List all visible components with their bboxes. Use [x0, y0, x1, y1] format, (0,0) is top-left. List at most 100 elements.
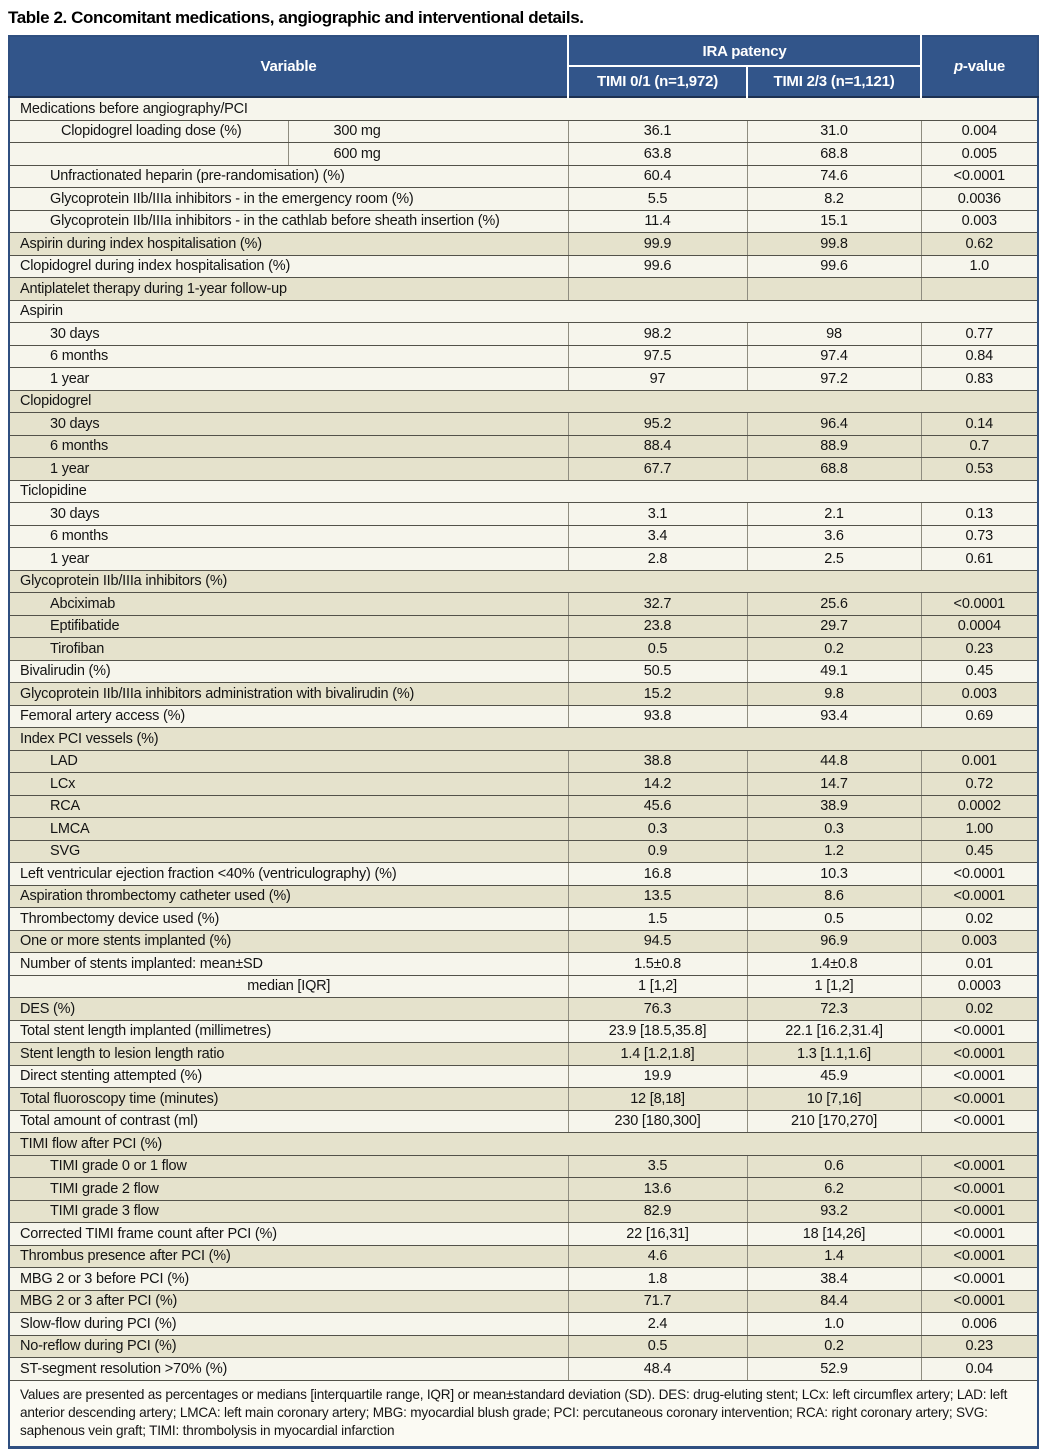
- timi23-value: 25.6: [746, 592, 922, 616]
- table-row: Total stent length implanted (millimetre…: [9, 1020, 1039, 1043]
- timi23-value: 1 [1,2]: [746, 975, 922, 998]
- pvalue-cell: 0.005: [920, 142, 1039, 166]
- row-label: SVG: [9, 840, 569, 863]
- row-label: Direct stenting attempted (%): [9, 1065, 569, 1088]
- table-row: TIMI grade 3 flow 82.9 93.2 <0.0001: [9, 1200, 1039, 1223]
- timi23-value: 84.4: [746, 1290, 922, 1313]
- timi23-value: 8.2: [746, 187, 922, 211]
- timi23-value: 68.8: [746, 142, 922, 166]
- table-row: Eptifibatide 23.8 29.7 0.0004: [9, 615, 1039, 638]
- section-label: Index PCI vessels (%): [9, 727, 1039, 751]
- section-row: Clopidogrel: [9, 390, 1039, 413]
- timi01-value: 1.4 [1.2,1.8]: [567, 1042, 748, 1066]
- timi01-value: 13.6: [567, 1177, 748, 1201]
- timi23-value: 52.9: [746, 1357, 922, 1381]
- section-label: Medications before angiography/PCI: [9, 97, 1039, 121]
- table-row: 6 months 88.4 88.9 0.7: [9, 435, 1039, 458]
- timi23-value: 88.9: [746, 435, 922, 458]
- table-row: 600 mg 63.8 68.8 0.005: [9, 142, 1039, 166]
- pvalue-cell: 0.7: [920, 435, 1039, 458]
- pvalue-cell: <0.0001: [920, 1087, 1039, 1111]
- table-row: MBG 2 or 3 after PCI (%) 71.7 84.4 <0.0001: [9, 1290, 1039, 1313]
- pvalue-cell: <0.0001: [920, 885, 1039, 908]
- table-row: 1 year 2.8 2.5 0.61: [9, 547, 1039, 571]
- table-row: Number of stents implanted: mean±SD 1.5±0…: [9, 952, 1039, 976]
- table-row: LAD 38.8 44.8 0.001: [9, 750, 1039, 773]
- row-label: Antiplatelet therapy during 1-year follo…: [9, 277, 569, 301]
- timi01-value: 230 [180,300]: [567, 1110, 748, 1133]
- pvalue-cell: 0.69: [920, 705, 1039, 728]
- table-row: Left ventricular ejection fraction <40% …: [9, 862, 1039, 886]
- row-label: One or more stents implanted (%): [9, 930, 569, 953]
- table-title: Table 2. Concomitant medications, angiog…: [8, 8, 584, 27]
- timi01-value: 0.9: [567, 840, 748, 863]
- timi23-value: 29.7: [746, 615, 922, 638]
- pvalue-cell: 0.72: [920, 772, 1039, 796]
- table-body: Medications before angiography/PCI Clopid…: [9, 97, 1039, 1381]
- table-row: Glycoprotein IIb/IIIa inhibitors - in th…: [9, 210, 1039, 233]
- row-label: RCA: [9, 795, 569, 818]
- row-label: 30 days: [9, 322, 569, 346]
- table-row: SVG 0.9 1.2 0.45: [9, 840, 1039, 863]
- timi23-value: 2.1: [746, 502, 922, 526]
- timi23-value: 38.9: [746, 795, 922, 818]
- timi01-value: 0.5: [567, 1335, 748, 1358]
- timi23-value: 10 [7,16]: [746, 1087, 922, 1111]
- table-footer: Values are presented as percentages or m…: [9, 1379, 1039, 1448]
- row-label: 1 year: [9, 367, 569, 391]
- row-label: Bivalirudin (%): [9, 660, 569, 683]
- timi01-value: 38.8: [567, 750, 748, 773]
- timi01-value: 71.7: [567, 1290, 748, 1313]
- timi01-value: 36.1: [567, 120, 748, 143]
- table-row: 1 year 67.7 68.8 0.53: [9, 457, 1039, 481]
- footnote-row: Values are presented as percentages or m…: [9, 1379, 1039, 1448]
- column-header-timi-23: TIMI 2/3 (n=1,121): [746, 66, 922, 97]
- row-label: Thrombus presence after PCI (%): [9, 1245, 569, 1268]
- timi01-value: 82.9: [567, 1200, 748, 1223]
- table-row: 6 months 3.4 3.6 0.73: [9, 525, 1039, 548]
- table-row: 30 days 95.2 96.4 0.14: [9, 412, 1039, 436]
- pvalue-cell: <0.0001: [920, 592, 1039, 616]
- timi23-value: 97.2: [746, 367, 922, 391]
- timi23-value: 0.6: [746, 1155, 922, 1178]
- table-row: ST-segment resolution >70% (%) 48.4 52.9 0.…: [9, 1357, 1039, 1381]
- timi01-value: 23.8: [567, 615, 748, 638]
- timi01-value: 98.2: [567, 322, 748, 346]
- pvalue-cell: 0.61: [920, 547, 1039, 571]
- table-row: Femoral artery access (%) 93.8 93.4 0.69: [9, 705, 1039, 728]
- timi01-value: 95.2: [567, 412, 748, 436]
- timi23-value: 96.9: [746, 930, 922, 953]
- timi01-value: 67.7: [567, 457, 748, 481]
- table-row: 1 year 97 97.2 0.83: [9, 367, 1039, 391]
- timi01-value: 32.7: [567, 592, 748, 616]
- pvalue-cell: <0.0001: [920, 1110, 1039, 1133]
- timi23-value: 1.4: [746, 1245, 922, 1268]
- section-label: Glycoprotein IIb/IIIa inhibitors (%): [9, 570, 1039, 593]
- table-row: Bivalirudin (%) 50.5 49.1 0.45: [9, 660, 1039, 683]
- table-row: Glycoprotein IIb/IIIa inhibitors adminis…: [9, 682, 1039, 706]
- timi01-value: 3.1: [567, 502, 748, 526]
- pvalue-cell: 0.45: [920, 840, 1039, 863]
- timi01-value: 45.6: [567, 795, 748, 818]
- pvalue-cell: <0.0001: [920, 1200, 1039, 1223]
- table-row: Tirofiban 0.5 0.2 0.23: [9, 637, 1039, 661]
- pvalue-cell: 0.45: [920, 660, 1039, 683]
- row-label: Femoral artery access (%): [9, 705, 569, 728]
- timi23-value: 0.5: [746, 907, 922, 931]
- pvalue-cell: 0.53: [920, 457, 1039, 481]
- pvalue-rest: -value: [962, 58, 1006, 75]
- row-label: Stent length to lesion length ratio: [9, 1042, 569, 1066]
- row-label: Aspirin during index hospitalisation (%): [9, 232, 569, 256]
- timi23-value: 2.5: [746, 547, 922, 571]
- pvalue-cell: <0.0001: [920, 1245, 1039, 1268]
- timi01-value: 63.8: [567, 142, 748, 166]
- table-row: Total fluoroscopy time (minutes) 12 [8,18…: [9, 1087, 1039, 1111]
- pvalue-cell: <0.0001: [920, 1042, 1039, 1066]
- timi01-value: 48.4: [567, 1357, 748, 1381]
- row-label: Left ventricular ejection fraction <40% …: [9, 862, 569, 886]
- row-label: No-reflow during PCI (%): [9, 1335, 569, 1358]
- timi23-value: 72.3: [746, 997, 922, 1021]
- section-row: Glycoprotein IIb/IIIa inhibitors (%): [9, 570, 1039, 593]
- timi23-value: 0.2: [746, 1335, 922, 1358]
